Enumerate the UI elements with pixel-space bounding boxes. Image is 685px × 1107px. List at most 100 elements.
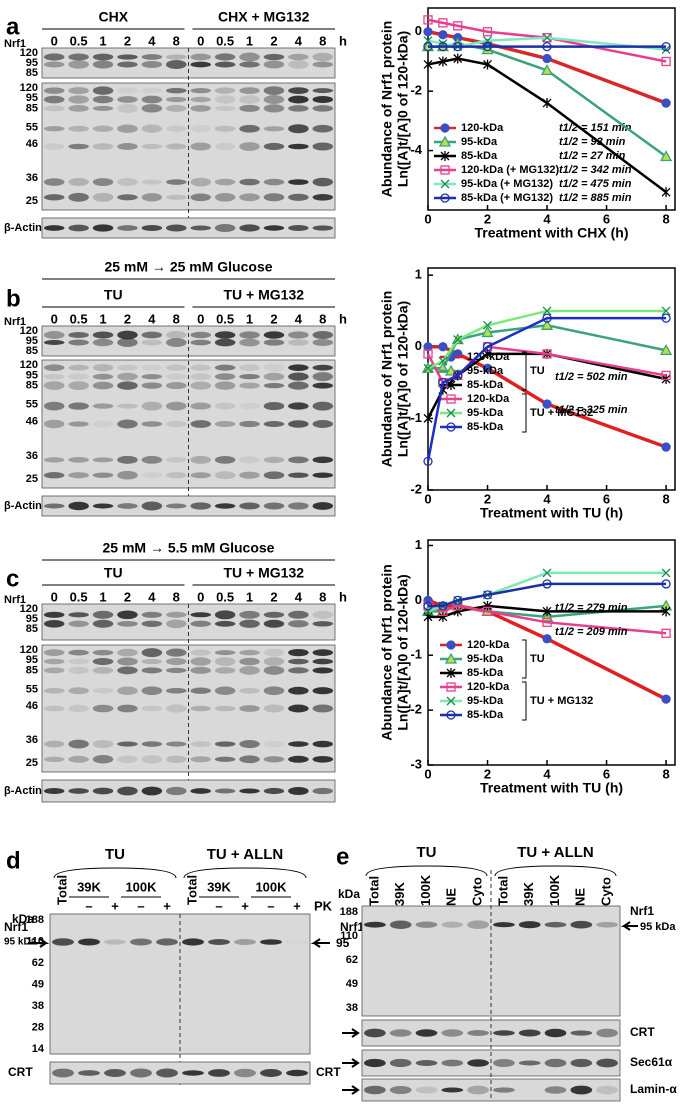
band [141,54,163,60]
band [166,619,187,629]
band [92,420,114,428]
band [166,741,187,747]
band [43,87,65,94]
band [117,103,138,113]
marker [438,135,452,147]
band [68,666,89,675]
band [166,60,187,69]
marker [440,193,450,203]
band [68,620,89,627]
protein-label: Nrf1 [630,904,654,918]
marker [542,579,552,589]
marker [446,394,456,404]
marker [483,320,492,330]
marker [440,165,450,175]
mw-label: 85 [26,664,38,676]
band [43,649,65,657]
legend-label: 85-kDa [467,379,504,391]
band [43,143,65,150]
legend-label: 85-kDa (+ MG132) [461,192,553,204]
band [166,611,187,618]
fraction-label: Cyto [470,877,485,906]
mw-label: 85 [26,623,38,635]
band [214,95,236,104]
band [68,421,89,427]
band [141,472,163,479]
band [190,472,211,479]
legend-label: 95-kDa [467,653,504,665]
legend-label: 85-kDa [467,667,504,679]
loading-label: β-Actin [4,500,42,512]
band [288,95,309,104]
marker [444,652,458,664]
band [141,382,163,389]
band [92,755,114,764]
marker [438,356,448,366]
fraction-label: 39K [521,882,536,906]
mw-label: 120 [20,603,38,615]
mw-label: 120 [20,82,38,94]
band [117,455,138,464]
band [117,686,138,695]
band [141,179,163,185]
band [239,193,260,202]
arrow [342,1058,360,1068]
band [518,1029,541,1037]
panel-letter: b [6,285,21,312]
band [596,921,618,928]
band [141,755,163,764]
band [43,687,65,694]
band [389,920,412,929]
annotation: t1/2 = 279 min [555,602,628,614]
band [117,338,138,347]
arrow [310,938,330,948]
band [263,471,285,480]
band [156,938,178,946]
legend-bracket [522,393,527,433]
band [312,382,334,389]
band [312,704,334,713]
band [239,178,260,186]
y-tick-label: -2 [410,83,422,98]
band [288,225,309,231]
marker [483,600,492,611]
plot-frame [427,539,676,766]
band [92,60,114,69]
band [166,54,187,60]
legend-label: 95-kDa [467,407,504,419]
x-tick-label: 0 [424,211,431,226]
band [312,95,334,104]
band [263,53,285,61]
band [117,470,138,480]
legend-note: t1/2 = 93 min [559,136,626,148]
mw-label: 120 [20,644,38,656]
band [234,938,256,946]
band [68,178,89,187]
band [166,125,187,132]
band [117,364,138,371]
band [263,339,285,346]
band [239,364,260,372]
band [166,382,187,390]
band [190,87,211,94]
band [518,921,541,929]
lane-label: 4 [148,33,156,48]
band [312,338,334,347]
arrow [342,1028,360,1038]
band [182,1070,204,1076]
protein-label: Nrf1 [4,594,26,606]
band [288,741,309,747]
panel-letter: d [6,847,21,874]
band [190,502,211,510]
band [190,373,211,380]
series-line [427,18,667,63]
mw-label: 36 [26,172,38,184]
band [263,456,285,464]
y-tick-label: 1 [415,537,422,552]
marker [540,318,554,330]
band [389,1029,412,1037]
band [190,105,211,112]
band [141,87,163,94]
marker [661,187,671,198]
band [43,740,65,748]
